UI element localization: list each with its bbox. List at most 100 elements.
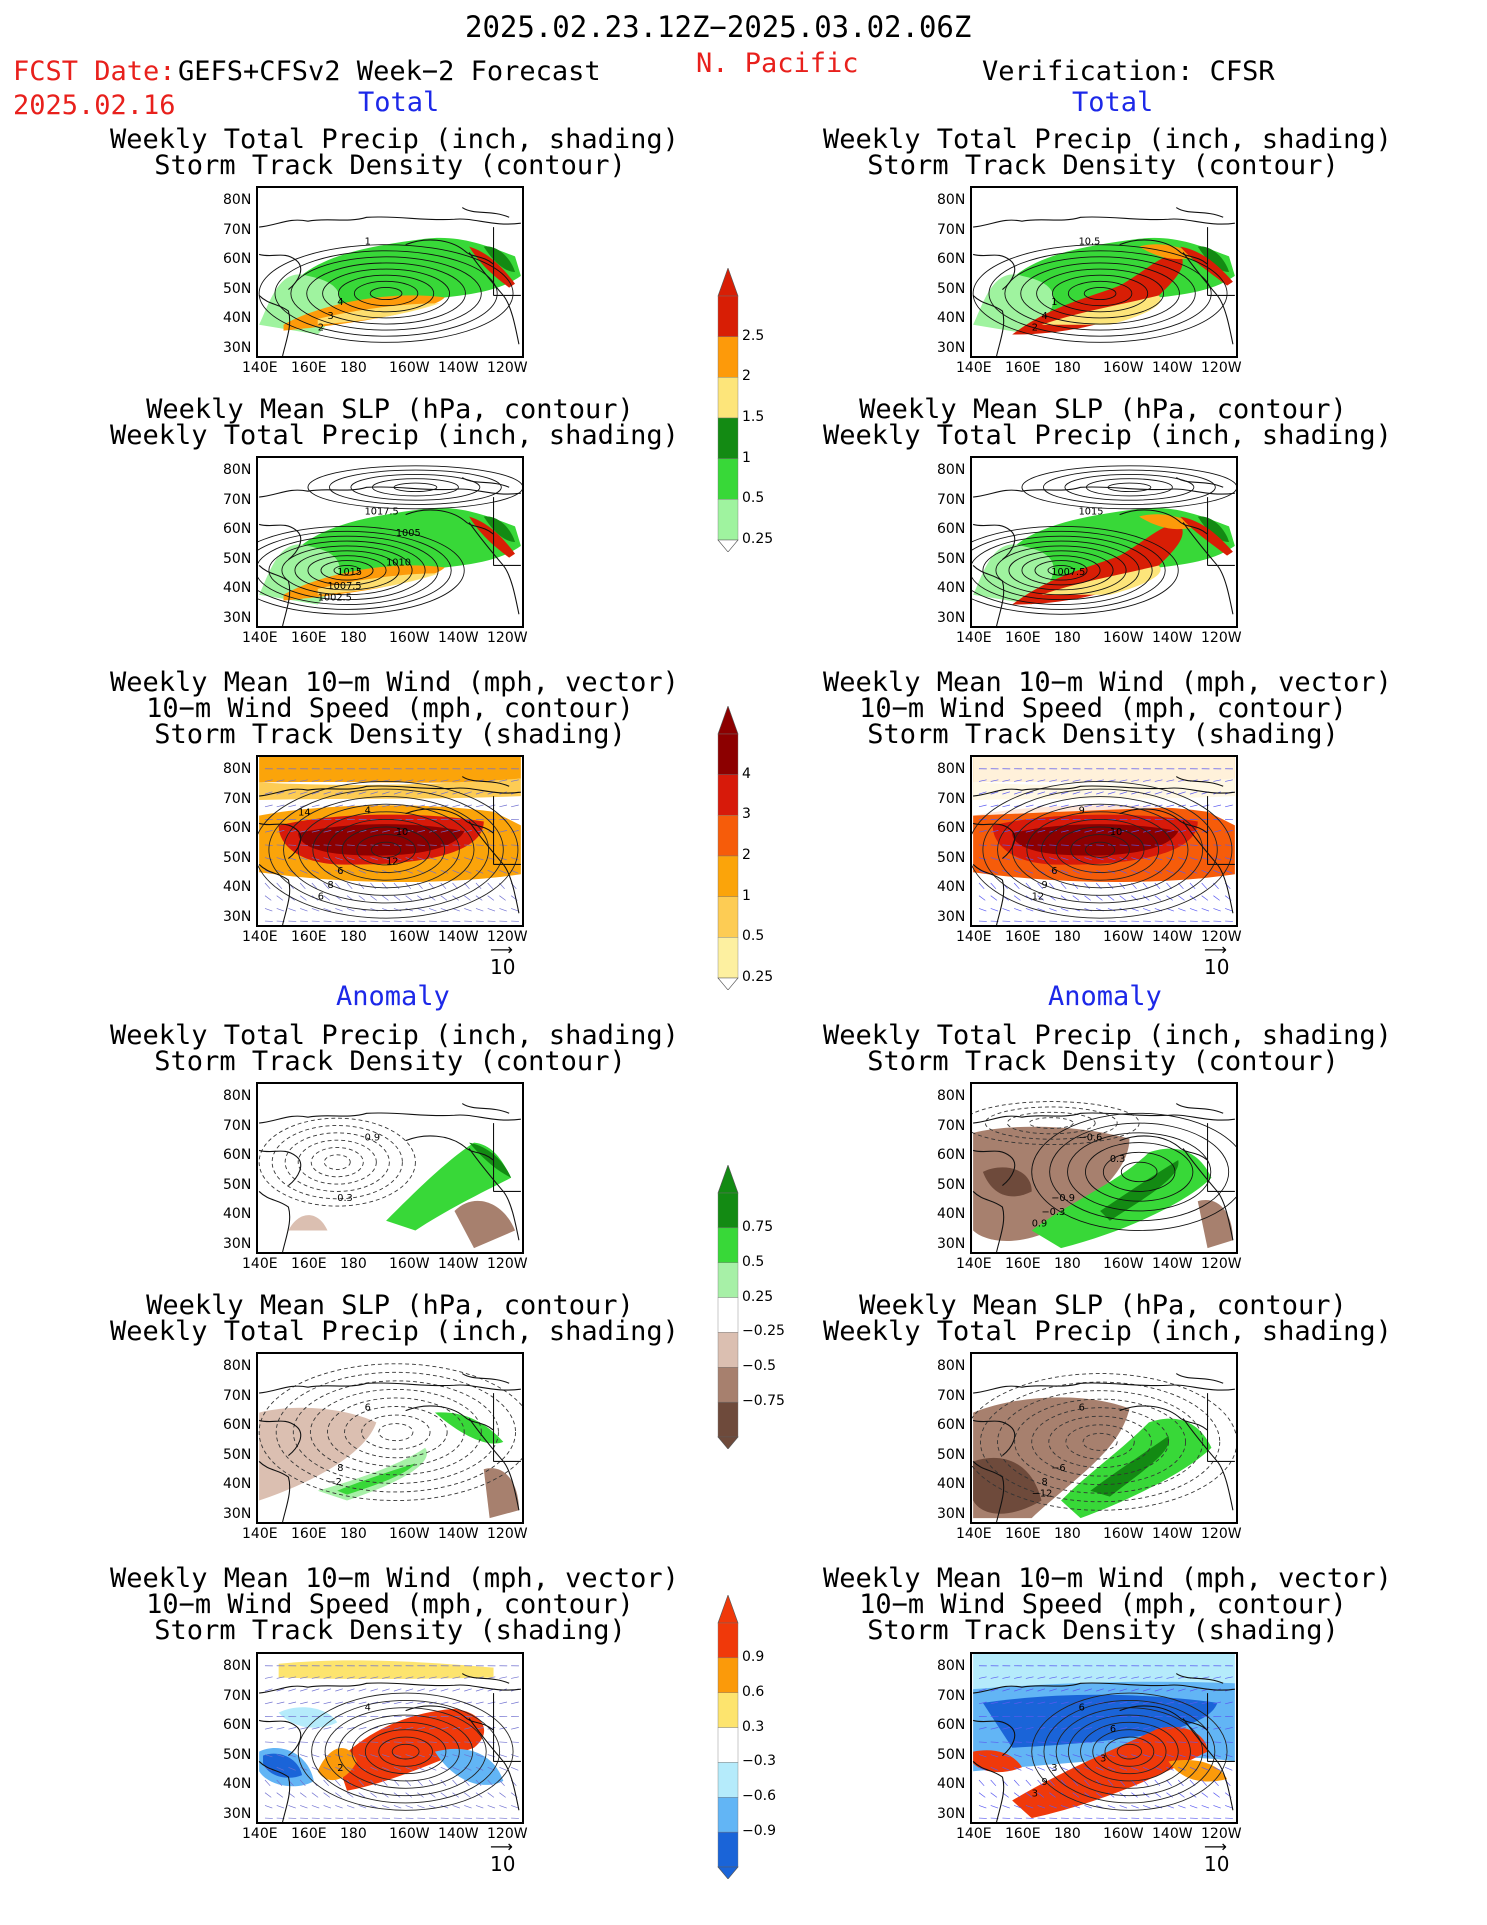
colorbar-cap (717, 539, 739, 553)
lon-tick-label: 160E (1005, 1826, 1041, 1842)
lat-tick-label: 60N (937, 1417, 966, 1433)
contour-label: −12 (1032, 1489, 1053, 1500)
map-canvas: 6 −6 8−12 (972, 1373, 1236, 1522)
colorbar-label: 0.5 (742, 1253, 765, 1270)
lon-tick-label: 120W (487, 929, 528, 945)
vector-reference: ⟶ 10 (490, 1837, 516, 1877)
lat-tick-label: 40N (223, 580, 252, 596)
colorbar-bin (717, 1622, 739, 1659)
colorbar-bin (717, 1657, 739, 1693)
lon-tick-label: 120W (1201, 1256, 1242, 1272)
panel-title-r1-left: Weekly Total Precip (inch, shading) Stor… (110, 124, 679, 181)
vector-reference-value: 10 (490, 1852, 516, 1876)
lat-tick-label: 70N (937, 1687, 966, 1704)
lon-tick-label: 140E (242, 630, 278, 646)
lat-tick-label: 80N (223, 1658, 252, 1674)
contour-label: 1007.5 (327, 581, 361, 592)
contour-label: 3 (1032, 1789, 1038, 1800)
contour-label: 6 (318, 892, 324, 903)
contour-label: 10 (1110, 827, 1122, 838)
map-panel-r2-left: 1017.5 1015 1007.5 1002.5 1005 1010 (256, 456, 524, 628)
contour-label: 6 (1079, 1403, 1085, 1414)
lat-tick-label: 40N (223, 879, 252, 895)
colorbar-bin (717, 855, 739, 897)
lat-tick-label: 30N (223, 609, 252, 626)
contour-label: 1015 (1079, 507, 1104, 518)
lat-tick-label: 80N (223, 462, 252, 478)
panel-title-r3-left: Weekly Mean 10−m Wind (mph, vector) 10−m… (110, 667, 679, 750)
lon-tick-label: 140W (438, 1826, 479, 1842)
lat-tick-label: 70N (223, 221, 252, 238)
contour-label: 0.9 (1032, 1219, 1048, 1230)
lon-tick-label: 180 (340, 360, 367, 376)
colorbar-bin (717, 1192, 739, 1229)
lat-tick-label: 60N (223, 820, 252, 836)
contour-label: −0.9 (1051, 1193, 1075, 1204)
lon-tick-label: 160W (389, 1526, 430, 1542)
colorbar-label: 3 (742, 806, 751, 823)
contour-label: 0.9 (365, 1133, 381, 1144)
lon-tick-label: 160E (291, 929, 327, 945)
lon-tick-label: 120W (487, 360, 528, 376)
lon-tick-label: 140E (242, 929, 278, 945)
lat-tick-label: 40N (223, 1776, 252, 1792)
lon-tick-label: 160W (389, 630, 430, 646)
contour-label: 1 (1051, 297, 1057, 308)
lat-tick-label: 50N (223, 280, 252, 297)
lat-tick-label: 50N (937, 280, 966, 297)
lon-tick-label: 120W (1201, 360, 1242, 376)
lon-tick-label: 120W (1201, 929, 1242, 945)
lat-tick-label: 40N (223, 1476, 252, 1492)
lat-tick-label: 60N (937, 1147, 966, 1163)
lat-tick-label: 80N (223, 761, 252, 777)
contour-label: 3 (1051, 1763, 1057, 1774)
contour-label: 1007.5 (1051, 567, 1085, 578)
contour-label: 6 (365, 1403, 371, 1414)
lat-tick-label: 40N (937, 310, 966, 326)
colorbar-label: −0.25 (742, 1323, 785, 1340)
lon-tick-label: 140E (956, 1256, 992, 1272)
contour-label: 2 (1032, 323, 1038, 334)
colorbar-label: 2.5 (742, 327, 765, 344)
colorbar-label: −0.9 (742, 1823, 776, 1840)
colorbar-cap (717, 977, 739, 991)
vector-reference: ⟶ 10 (490, 940, 516, 980)
contour-label: 3 (327, 311, 333, 322)
lon-tick-label: 120W (1201, 630, 1242, 646)
lon-tick-label: 120W (487, 630, 528, 646)
lon-tick-label: 120W (487, 1256, 528, 1272)
lat-tick-label: 50N (223, 550, 252, 567)
lon-tick-label: 140W (1152, 1256, 1193, 1272)
map-canvas: 1015 1007.5 (972, 465, 1236, 626)
lon-tick-label: 160W (389, 929, 430, 945)
lat-tick-label: 70N (223, 1387, 252, 1404)
lat-tick-label: 30N (937, 1505, 966, 1522)
lon-tick-label: 180 (340, 1526, 367, 1542)
lat-tick-label: 50N (223, 1176, 252, 1193)
colorbar-bin (717, 937, 739, 979)
lon-tick-label: 160W (389, 1826, 430, 1842)
lon-tick-label: 180 (1054, 1256, 1081, 1272)
region-label: N. Pacific (696, 48, 859, 79)
colorbar-bin (717, 1692, 739, 1728)
colorbar-cap (717, 267, 739, 297)
colorbar-bin (717, 1367, 739, 1403)
lat-tick-label: 70N (937, 491, 966, 508)
contour-label: −0.3 (1041, 1207, 1065, 1218)
lat-tick-label: 60N (223, 1717, 252, 1733)
map-panel-r4-right: −0.6 −0.9 −0.3 0.9 0.3 (970, 1082, 1238, 1254)
lon-tick-label: 140E (956, 929, 992, 945)
colorbar-label: 0.25 (742, 531, 774, 547)
colorbar-cap (717, 1866, 739, 1880)
colorbar-label: 0.9 (742, 1648, 765, 1665)
colorbar-bin (717, 774, 739, 816)
lon-tick-label: 160E (1005, 630, 1041, 646)
lon-tick-label: 160W (1103, 929, 1144, 945)
vector-reference-value: 10 (490, 955, 516, 979)
lat-tick-label: 30N (937, 1235, 966, 1252)
lon-tick-label: 160E (1005, 1256, 1041, 1272)
lat-tick-label: 70N (223, 1117, 252, 1134)
